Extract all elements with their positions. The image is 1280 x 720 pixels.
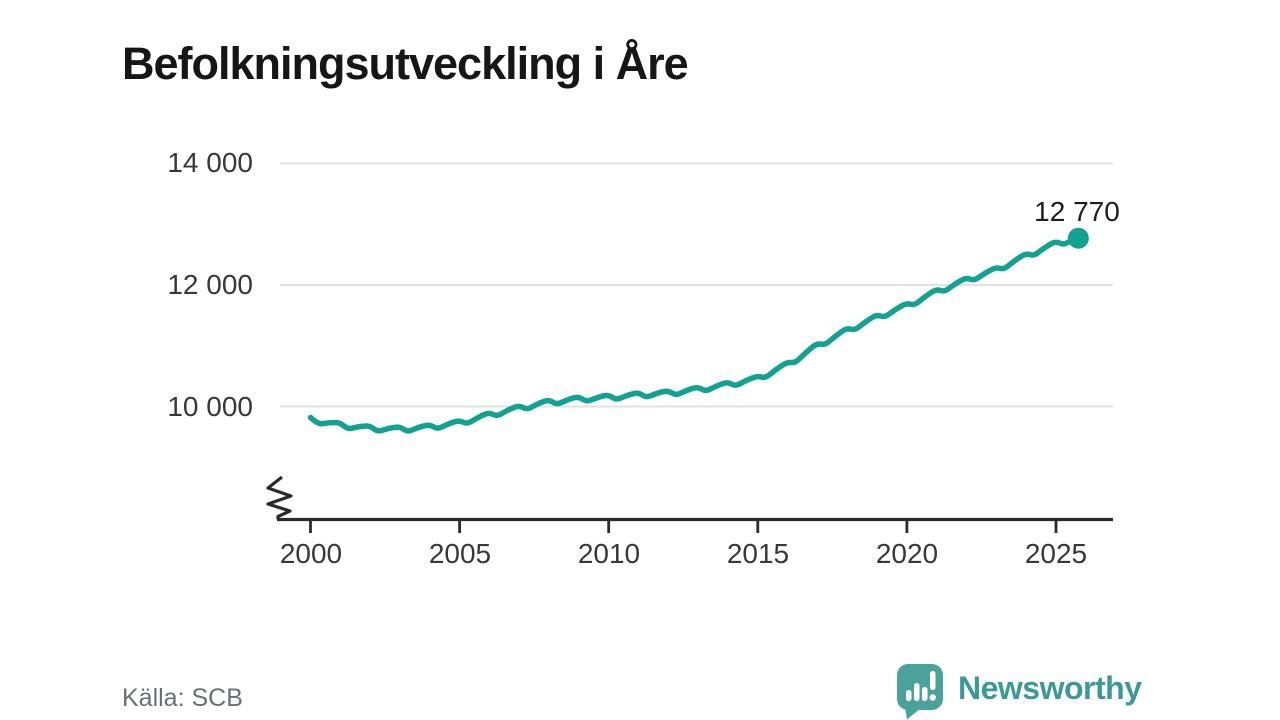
newsworthy-wordmark: Newsworthy	[958, 670, 1142, 706]
y-axis-tick-label: 14 000	[167, 147, 253, 178]
y-axis-tick-label: 10 000	[167, 391, 253, 422]
x-axis-tick-label: 2025	[1024, 538, 1088, 569]
x-axis-tick-label: 2005	[428, 538, 492, 569]
end-point-dot	[1067, 227, 1089, 249]
x-axis-tick-label: 2000	[279, 538, 343, 569]
y-axis-tick-label: 12 000	[167, 269, 253, 300]
end-value-label: 12 770	[1034, 196, 1120, 227]
source-label: Källa: SCB	[122, 684, 243, 712]
x-axis-tick-label: 2015	[726, 538, 790, 569]
newsworthy-logo-icon	[897, 664, 943, 720]
x-axis-tick-label: 2010	[577, 538, 641, 569]
x-axis-tick-label: 2020	[875, 538, 939, 569]
axis-break-icon	[266, 475, 293, 520]
chart-title: Befolkningsutveckling i Åre	[122, 38, 689, 90]
newsworthy-branding: Newsworthy	[893, 663, 1173, 720]
population-line	[307, 235, 1082, 434]
